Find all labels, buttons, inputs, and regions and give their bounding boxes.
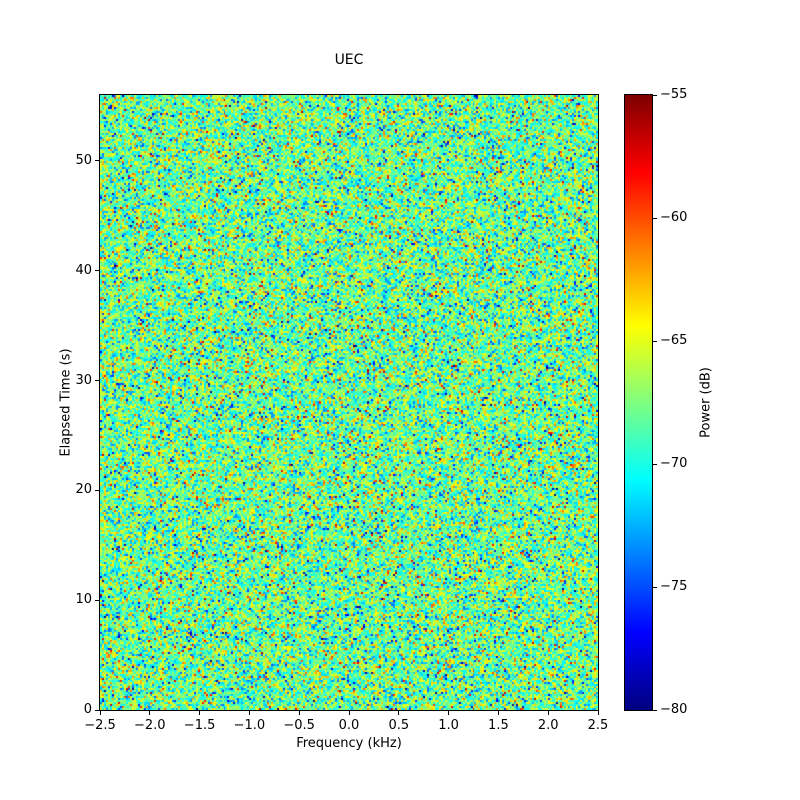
x-tick-label: 1.5 (488, 718, 509, 733)
y-tick-label: 40 (75, 262, 92, 278)
y-tick-label: 50 (75, 152, 92, 168)
x-tick-label: −1.0 (233, 718, 266, 733)
colorbar-tick-label: −75 (660, 579, 688, 594)
colorbar-tick-mark (653, 217, 657, 219)
x-tick-mark (149, 711, 151, 715)
y-tick-label: 0 (83, 702, 92, 717)
colorbar-tick-mark (653, 94, 657, 96)
x-tick-mark (597, 711, 599, 715)
colorbar-tick-mark (653, 340, 657, 342)
x-tick-mark (99, 711, 101, 715)
spectrogram-heatmap (99, 94, 599, 711)
y-tick-mark (95, 380, 99, 382)
colorbar-tick-mark (653, 709, 657, 711)
y-axis-label: Elapsed Time (s) (58, 348, 74, 457)
x-tick-mark (448, 711, 450, 715)
x-tick-label: −0.5 (283, 718, 315, 733)
plot-title: UEC (334, 52, 364, 68)
x-tick-label: −1.5 (183, 718, 216, 733)
x-tick-mark (298, 711, 300, 715)
x-tick-label: −2.0 (134, 718, 166, 733)
x-axis-label: Frequency (kHz) (296, 736, 402, 751)
colorbar-tick-label: −55 (660, 87, 688, 102)
x-tick-label: 1.0 (438, 718, 459, 733)
y-tick-mark (95, 489, 99, 491)
x-tick-mark (547, 711, 549, 715)
y-tick-label: 20 (75, 482, 92, 498)
colorbar-label: Power (dB) (698, 367, 714, 438)
x-tick-mark (497, 711, 499, 715)
x-tick-mark (348, 711, 350, 715)
x-tick-mark (248, 711, 250, 715)
colorbar-tick-mark (653, 586, 657, 588)
colorbar-tick-label: −65 (660, 333, 688, 348)
y-tick-mark (95, 160, 99, 162)
colorbar-gradient (624, 94, 653, 711)
colorbar-tick-label: −70 (660, 456, 688, 471)
y-tick-label: 30 (75, 372, 92, 388)
x-tick-label: 0.0 (338, 718, 360, 733)
x-tick-label: −2.5 (84, 718, 116, 733)
x-tick-mark (199, 711, 201, 715)
colorbar-tick-mark (653, 463, 657, 465)
y-tick-mark (95, 270, 99, 272)
y-tick-label: 10 (75, 592, 92, 608)
x-tick-label: 2.5 (587, 718, 609, 733)
colorbar-tick-label: −80 (660, 702, 688, 717)
x-tick-label: 2.0 (537, 718, 559, 733)
x-tick-mark (398, 711, 400, 715)
y-tick-mark (95, 599, 99, 601)
colorbar-tick-label: −60 (660, 210, 688, 225)
y-tick-mark (95, 709, 99, 711)
x-tick-label: 0.5 (388, 718, 410, 733)
